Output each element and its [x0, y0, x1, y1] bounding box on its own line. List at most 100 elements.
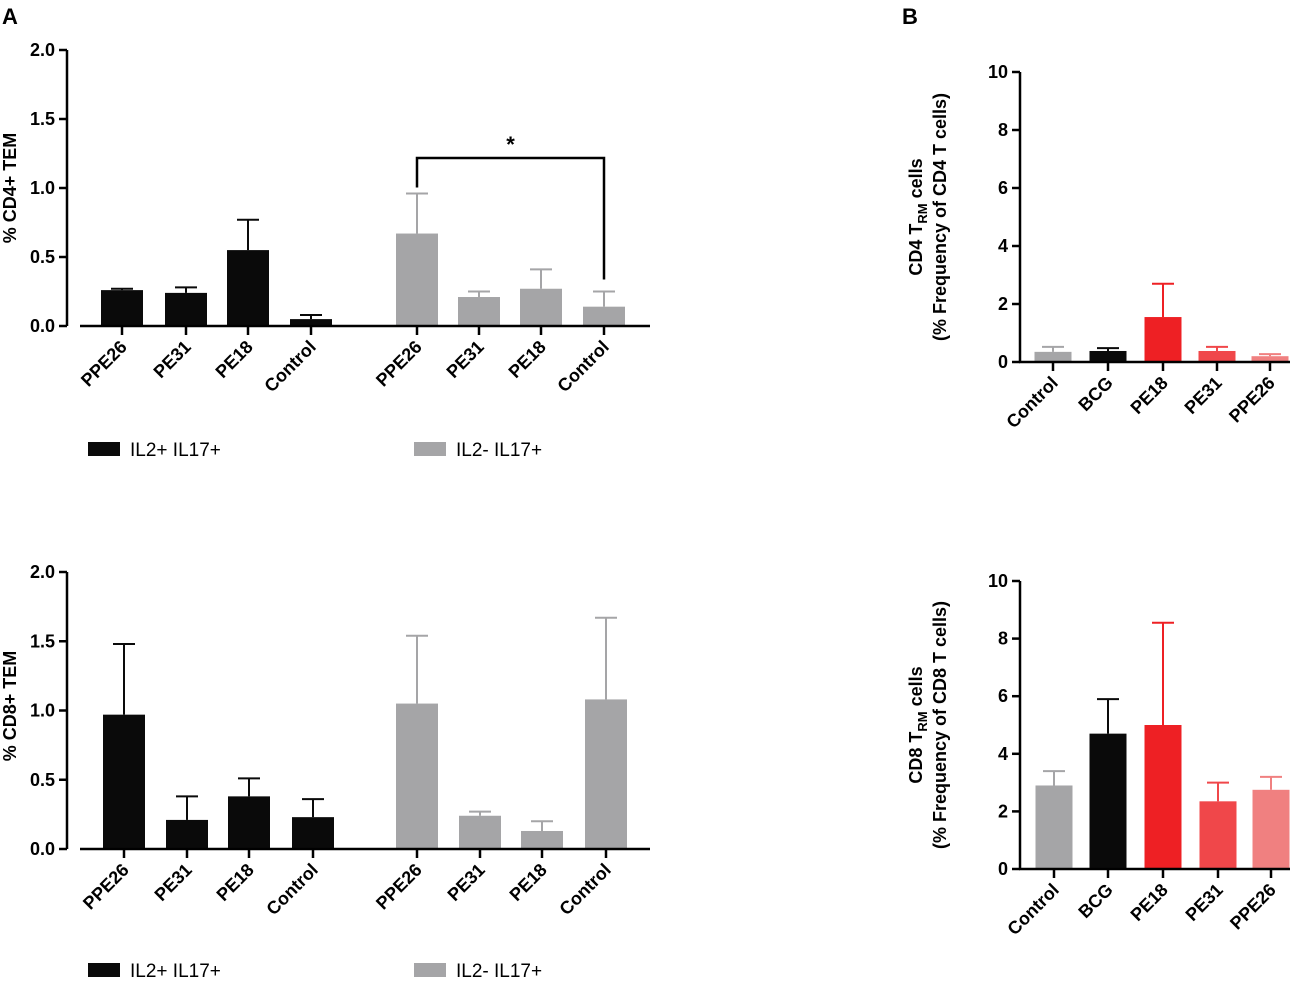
bar: [1251, 356, 1289, 362]
y-axis-label-line2: (% Frequency of CD8 T cells): [930, 601, 950, 849]
bar: [520, 288, 562, 326]
x-tick-label: Control: [260, 337, 319, 396]
x-tick-label: Control: [262, 860, 321, 919]
bar: [583, 306, 625, 326]
bar: [521, 830, 563, 849]
x-tick-label: PPE26: [1226, 880, 1280, 934]
y-tick-label: 2: [998, 801, 1008, 821]
y-tick-label: 1.0: [30, 701, 55, 721]
y-tick-label: 6: [998, 686, 1008, 706]
legend-swatch: [414, 442, 446, 456]
bar: [103, 714, 145, 849]
x-tick-label: Control: [1003, 880, 1062, 939]
bar: [1035, 785, 1073, 869]
x-tick-label: PE18: [1127, 880, 1172, 925]
y-tick-label: 1.5: [30, 631, 55, 651]
y-tick-label: 0: [998, 352, 1008, 372]
bar: [1144, 725, 1182, 869]
y-tick-label: 10: [988, 62, 1008, 82]
x-tick-label: Control: [553, 337, 612, 396]
y-tick-label: 1.5: [30, 109, 55, 129]
x-tick-label: PE18: [506, 860, 551, 905]
panel-label-a: A: [2, 4, 18, 29]
legend-label: IL2+ IL17+: [130, 440, 221, 461]
x-tick-label: PPE26: [372, 860, 426, 914]
x-tick-label: PPE26: [79, 860, 133, 914]
x-tick-label: Control: [1002, 373, 1061, 432]
bar: [1198, 350, 1236, 362]
y-axis-label-line2: (% Frequency of CD4 T cells): [930, 93, 950, 341]
y-tick-label: 10: [988, 571, 1008, 591]
legend-swatch: [414, 963, 446, 977]
x-tick-label: PE31: [443, 337, 488, 382]
bar: [396, 233, 438, 326]
y-tick-label: 0.5: [30, 247, 55, 267]
chart-cd8-trm: 0 2 4 6 8 10 CD8 TRM cells (% Frequency of CD8 …: [906, 571, 1290, 939]
x-tick-label: PE31: [151, 860, 196, 905]
bar: [101, 290, 143, 326]
y-axis-label: CD8 TRM cells: [906, 666, 930, 783]
bar: [459, 815, 501, 849]
bar: [166, 819, 208, 849]
x-tick-label: PE31: [150, 337, 195, 382]
y-axis-label-part: CD8 T: [906, 732, 926, 784]
x-tick-label: PE18: [212, 337, 257, 382]
bar: [1144, 317, 1182, 362]
bar: [1034, 351, 1072, 362]
y-tick-label: 2.0: [30, 40, 55, 60]
y-axis-label-subscript: RM: [915, 203, 930, 223]
y-tick-label: 1.0: [30, 178, 55, 198]
x-tick-label: BCG: [1074, 373, 1116, 415]
y-axis-label: % CD8+ TEM: [0, 651, 20, 762]
x-tick-label: PE31: [1181, 373, 1226, 418]
y-tick-label: 0.0: [30, 316, 55, 336]
chart-cd4-trm: 0 2 4 6 8 10 CD4 TRM cells (% Frequency of CD4 …: [906, 62, 1290, 432]
bar: [585, 699, 627, 849]
bar: [227, 250, 269, 326]
y-tick-label: 4: [998, 744, 1008, 764]
bar: [290, 319, 332, 326]
y-axis-label-subscript: RM: [915, 711, 930, 731]
legend-label: IL2- IL17+: [456, 961, 542, 981]
x-tick-label: PE18: [505, 337, 550, 382]
y-tick-label: 0: [998, 859, 1008, 879]
significance-star: *: [506, 132, 515, 157]
x-tick-label: PPE26: [77, 337, 131, 391]
x-tick-label: PPE26: [1225, 373, 1279, 427]
y-axis-label: CD4 TRM cells: [906, 158, 930, 275]
y-axis-label-part: CD4 T: [906, 224, 926, 276]
legend-swatch: [88, 963, 120, 977]
bar: [1089, 733, 1127, 869]
x-tick-label: PPE26: [372, 337, 426, 391]
y-tick-label: 0.5: [30, 770, 55, 790]
x-tick-label: Control: [555, 860, 614, 919]
x-tick-label: PE18: [213, 860, 258, 905]
y-tick-label: 6: [998, 178, 1008, 198]
y-tick-label: 2.0: [30, 562, 55, 582]
bar: [458, 297, 500, 326]
x-tick-label: BCG: [1074, 880, 1116, 922]
legend-swatch: [88, 442, 120, 456]
panel-label-b: B: [902, 4, 918, 29]
y-tick-label: 8: [998, 120, 1008, 140]
y-axis-label-part: cells: [906, 158, 926, 203]
legend-label: IL2+ IL17+: [130, 961, 221, 981]
y-axis-label-part: cells: [906, 666, 926, 711]
bar: [396, 703, 438, 849]
significance-bracket: [415, 156, 606, 280]
x-tick-label: PE31: [444, 860, 489, 905]
bar: [1252, 789, 1290, 869]
bar: [292, 817, 334, 849]
x-tick-label: PE18: [1127, 373, 1172, 418]
legend-label: IL2- IL17+: [456, 440, 542, 461]
bar: [228, 796, 270, 849]
y-tick-label: 2: [998, 294, 1008, 314]
bar: [1089, 350, 1127, 362]
bar: [1199, 801, 1237, 869]
y-tick-label: 8: [998, 629, 1008, 649]
y-axis-label: % CD4+ TEM: [0, 133, 20, 244]
